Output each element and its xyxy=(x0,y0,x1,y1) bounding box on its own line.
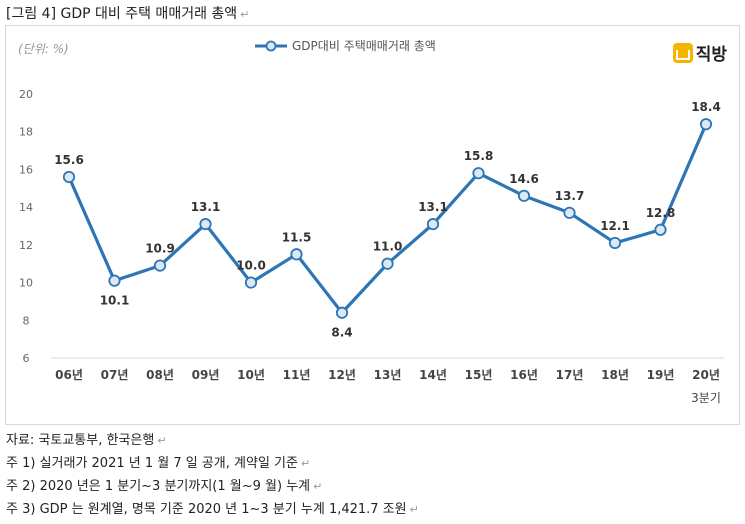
x-tick-label: 13년 xyxy=(374,368,402,382)
x-tick-label: 08년 xyxy=(146,368,174,382)
x-tick-label: 06년 xyxy=(55,368,83,382)
y-tick-label: 14 xyxy=(19,201,33,214)
data-label: 13.1 xyxy=(191,200,221,214)
data-point xyxy=(108,274,121,287)
note-3: 주 3) GDP 는 원계열, 명목 기준 2020 년 1~3 분기 누계 1… xyxy=(6,502,419,517)
data-label: 12.8 xyxy=(646,206,676,220)
data-label: 14.6 xyxy=(509,172,539,186)
x-tick-label: 19년 xyxy=(647,368,675,382)
data-label: 18.4 xyxy=(691,100,721,114)
x-tick-label: 14년 xyxy=(419,368,447,382)
data-label: 13.1 xyxy=(418,200,448,214)
data-label: 12.1 xyxy=(600,219,630,233)
data-point xyxy=(517,189,531,202)
legend-label: GDP대비 주택매매거래 총액 xyxy=(292,39,436,53)
data-label: 11.5 xyxy=(282,230,312,244)
x-tick-label: 12년 xyxy=(328,368,356,382)
y-tick-label: 6 xyxy=(23,352,30,365)
y-tick-label: 8 xyxy=(23,314,30,327)
data-point xyxy=(654,223,667,236)
data-point xyxy=(290,248,303,261)
return-mark: ↵ xyxy=(240,8,250,21)
data-label: 10.1 xyxy=(100,294,130,308)
brand-logo: 직방 xyxy=(672,40,727,65)
house-icon xyxy=(672,42,693,63)
y-tick-label: 18 xyxy=(19,126,33,139)
y-tick-label: 10 xyxy=(19,277,33,290)
legend-marker-icon xyxy=(255,40,287,51)
data-point xyxy=(199,218,212,231)
x-tick-label: 16년 xyxy=(510,368,538,382)
data-label: 15.6 xyxy=(54,153,84,167)
line-chart: 6 8 10 12 14 16 18 20 06년 07년 08년 09년 10년 11년 12년 13년 14… xyxy=(19,88,724,405)
data-label: 13.7 xyxy=(555,189,585,203)
x-tick-label: 15년 xyxy=(465,368,493,382)
x-tick-label: 18년 xyxy=(601,368,629,382)
data-point xyxy=(381,257,394,270)
x-tick-label: 17년 xyxy=(556,368,584,382)
data-point xyxy=(563,206,576,219)
figure-title: [그림 4] GDP 대비 주택 매매거래 총액 ↵ xyxy=(6,6,250,22)
data-point xyxy=(426,218,440,231)
chart-container: (단위: %) GDP대비 주택매매거래 총액 직방 6 8 10 12 14 16 18 2… xyxy=(5,25,740,425)
note-1: 주 1) 실거래가 2021 년 1 월 7 일 공개, 계약일 기준 ↵ xyxy=(6,456,311,471)
y-tick-label: 12 xyxy=(19,239,33,252)
data-label: 10.0 xyxy=(236,259,266,273)
chart-legend: GDP대비 주택매매거래 총액 xyxy=(254,37,436,54)
data-point xyxy=(335,306,349,319)
x-tick-sublabel: 3분기 xyxy=(691,391,721,405)
data-label: 8.4 xyxy=(331,326,352,340)
y-tick-label: 16 xyxy=(19,163,33,176)
data-point xyxy=(699,118,713,131)
data-point xyxy=(62,170,76,184)
data-point xyxy=(472,167,485,180)
x-tick-label: 09년 xyxy=(192,368,220,382)
x-tick-label: 07년 xyxy=(101,368,129,382)
data-label: 11.0 xyxy=(373,240,403,254)
y-tick-label: 20 xyxy=(19,88,33,101)
data-point xyxy=(244,276,258,289)
x-tick-label: 11년 xyxy=(283,368,311,382)
data-label: 10.9 xyxy=(145,242,175,256)
x-tick-label: 20년 xyxy=(692,368,720,382)
data-point xyxy=(608,236,622,250)
note-source: 자료: 국토교통부, 한국은행 ↵ xyxy=(6,433,167,448)
x-tick-label: 10년 xyxy=(237,368,265,382)
data-point xyxy=(153,259,167,272)
note-2: 주 2) 2020 년은 1 분기~3 분기까지(1 월~9 월) 누계 ↵ xyxy=(6,479,323,494)
unit-label: (단위: %) xyxy=(18,42,69,56)
notes-block: 자료: 국토교통부, 한국은행 ↵ 주 1) 실거래가 2021 년 1 월 7 … xyxy=(6,429,419,521)
data-label: 15.8 xyxy=(464,149,494,163)
logo-text: 직방 xyxy=(695,45,727,65)
